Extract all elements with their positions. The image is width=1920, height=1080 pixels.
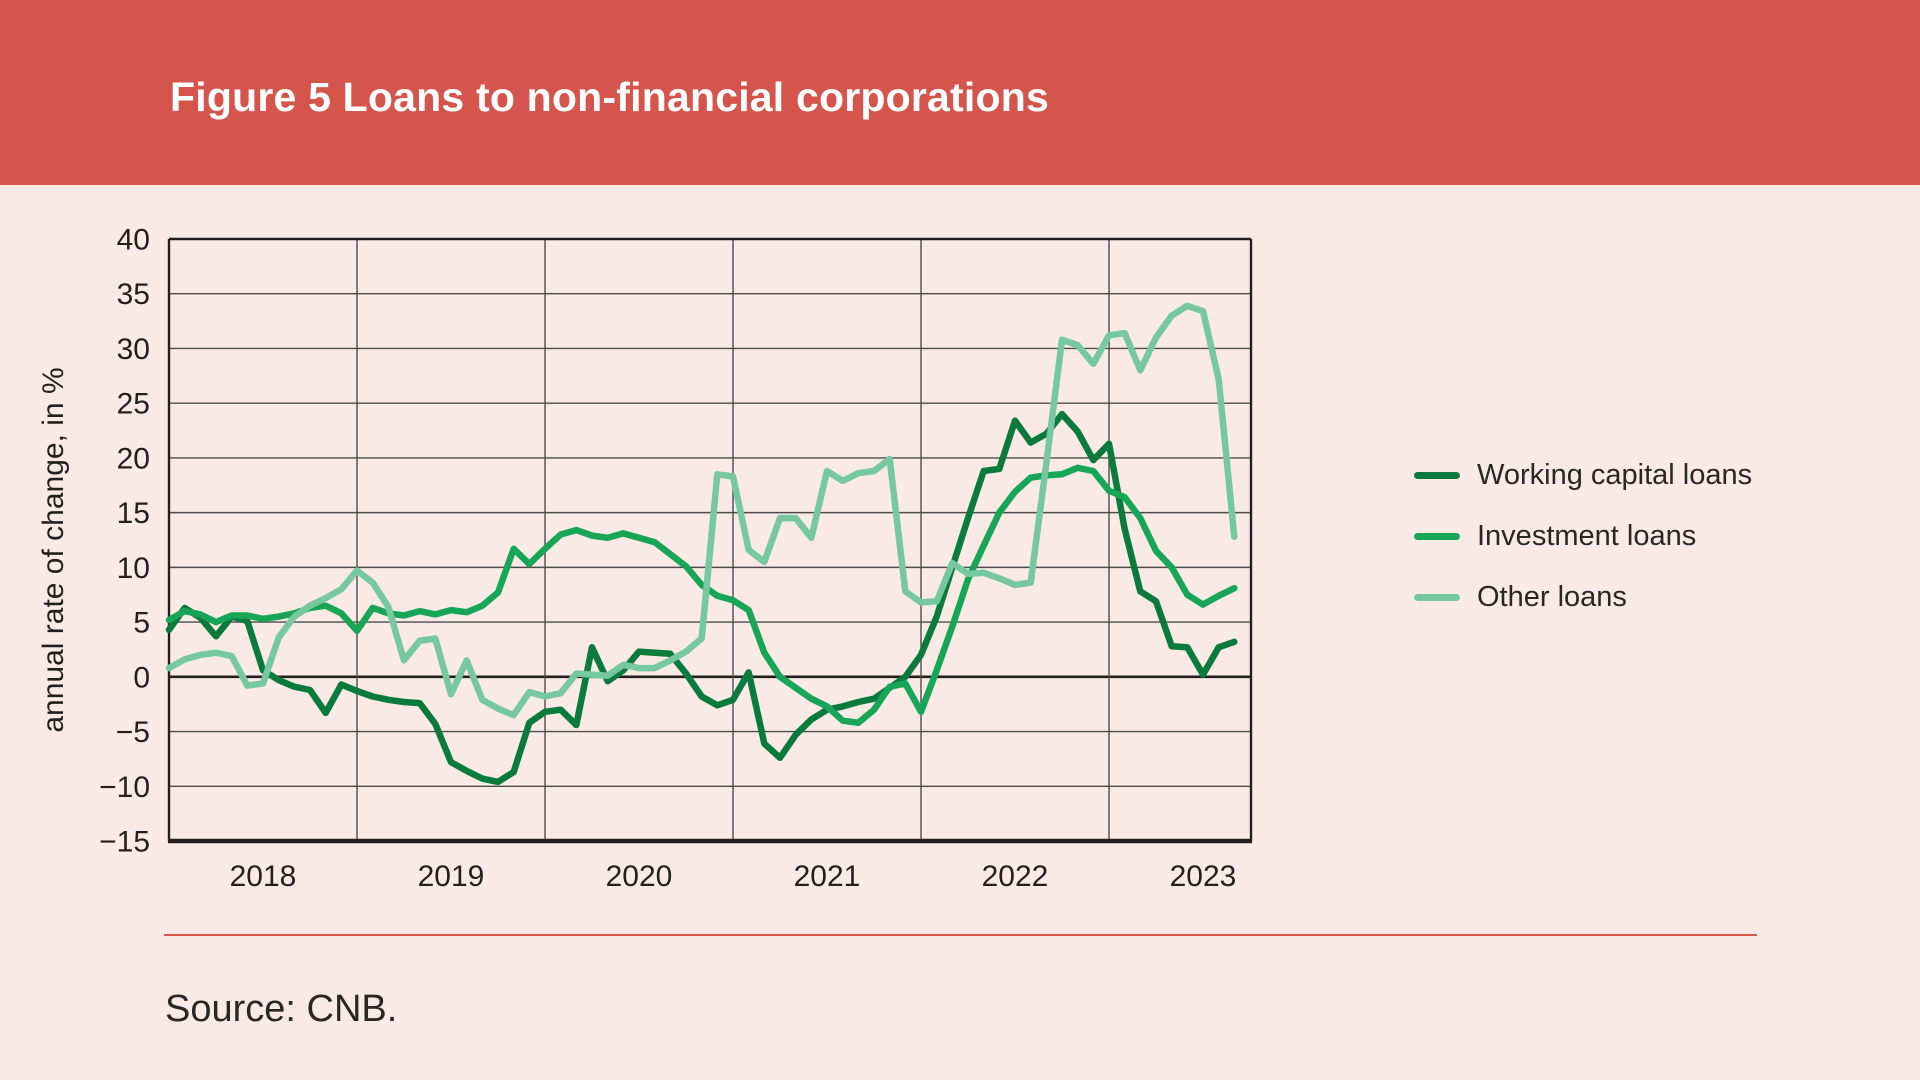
x-tick-label: 2022 [982,860,1049,893]
legend-item-working-capital-loans: Working capital loans [1414,458,1752,493]
y-tick-label: 30 [117,333,150,366]
other-line-swatch-icon [1414,594,1460,601]
y-tick-label: 20 [117,442,150,475]
y-tick-label: −10 [99,771,150,804]
series-line-other-loans [165,302,1238,719]
x-tick-label: 2023 [1170,860,1237,893]
series-line-investment-loans [165,464,1238,727]
working-capital-line-swatch-icon [1414,472,1460,479]
chart-legend: Working capital loans Investment loans O… [1414,458,1752,615]
x-tick-label: 2021 [794,860,861,893]
x-tick-label: 2018 [230,860,297,893]
figure-title: Figure 5 Loans to non-financial corporat… [170,74,1049,120]
series-line-working-capital-loans [165,410,1238,786]
investment-line-swatch-icon [1414,533,1460,540]
legend-item-investment-loans: Investment loans [1414,519,1752,554]
y-tick-label: 40 [117,224,150,257]
legend-item-other-loans: Other loans [1414,580,1752,615]
source-text: Source: CNB. [165,988,398,1030]
legend-label: Investment loans [1477,520,1697,552]
y-tick-label: 25 [117,388,150,421]
y-tick-label: −5 [116,716,150,749]
x-tick-label: 2019 [418,860,485,893]
legend-label: Working capital loans [1477,459,1753,491]
x-tick-label: 2020 [606,860,673,893]
header-band: Figure 5 Loans to non-financial corporat… [0,0,1920,185]
legend-label: Other loans [1477,581,1627,613]
y-tick-label: 35 [117,278,150,311]
y-tick-label: 5 [133,607,150,640]
y-tick-label: −15 [99,826,150,859]
y-tick-label: 0 [133,661,150,694]
y-tick-label: 15 [117,497,150,530]
y-tick-label: 10 [117,552,150,585]
separator-line [164,934,1757,936]
